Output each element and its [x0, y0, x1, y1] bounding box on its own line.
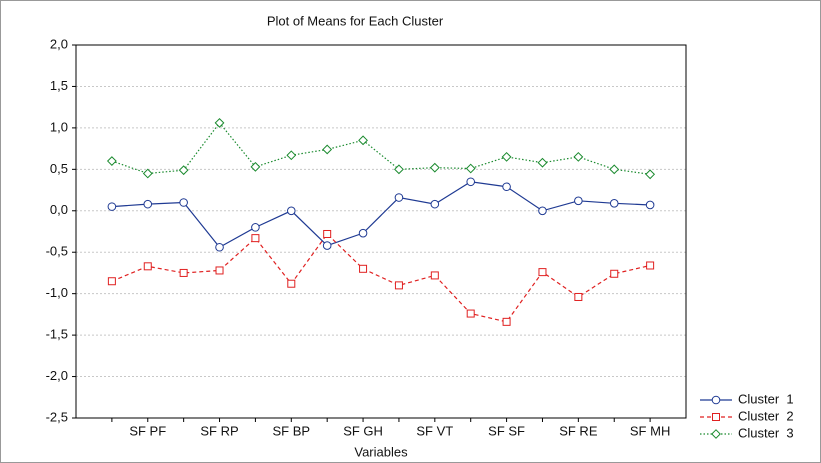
data-point	[501, 151, 512, 162]
data-point	[573, 151, 584, 162]
x-tick-label: SF VT	[416, 423, 453, 438]
y-tick-label: -2,5	[46, 409, 68, 424]
data-point	[394, 193, 404, 202]
data-point	[358, 228, 368, 238]
data-point	[466, 177, 476, 187]
y-tick-label: -1,5	[46, 327, 68, 342]
data-point	[358, 135, 368, 146]
y-tick-label: -2,0	[46, 368, 68, 383]
x-tick-label: SF BP	[273, 423, 311, 438]
data-point	[645, 169, 656, 180]
data-point	[322, 144, 333, 155]
data-point	[538, 206, 547, 216]
y-tick-label: 1,5	[50, 78, 68, 93]
data-point	[502, 182, 511, 192]
y-tick-label: 0,5	[50, 161, 68, 176]
x-tick-label: SF RP	[200, 423, 238, 438]
data-point	[538, 268, 547, 277]
data-point	[179, 198, 188, 207]
data-point	[250, 161, 261, 172]
data-point	[645, 200, 655, 210]
data-point	[286, 150, 297, 161]
data-point	[394, 164, 404, 175]
data-point	[574, 292, 583, 301]
data-point	[646, 261, 655, 270]
data-point	[430, 199, 440, 209]
legend-marker	[711, 395, 721, 405]
data-point	[107, 277, 116, 286]
data-point	[178, 165, 189, 176]
data-point	[610, 269, 619, 278]
data-point	[574, 196, 583, 206]
x-tick-label: SF SF	[488, 423, 525, 438]
y-tick-label: 1,0	[50, 119, 68, 134]
data-point	[107, 202, 117, 211]
data-point	[287, 279, 296, 288]
legend-marker	[711, 429, 721, 439]
x-tick-label: SF GH	[343, 423, 383, 438]
x-tick-label: SF PF	[129, 423, 166, 438]
data-point	[215, 266, 224, 275]
series-line	[111, 121, 651, 175]
y-tick-label: -0,5	[46, 244, 68, 259]
x-tick-label: SF RE	[559, 423, 598, 438]
data-point	[466, 309, 475, 318]
data-point	[143, 262, 152, 271]
data-point	[251, 223, 260, 232]
plot-area	[75, 44, 687, 419]
data-point	[323, 229, 332, 238]
data-point	[609, 164, 620, 175]
data-point	[394, 281, 403, 290]
data-point	[214, 118, 225, 128]
legend-marker	[712, 413, 720, 421]
data-point	[142, 168, 153, 179]
data-point	[465, 163, 476, 174]
data-point	[286, 206, 296, 216]
x-axis-label: Variables	[354, 444, 408, 459]
chart-title: Plot of Means for Each Cluster	[267, 13, 444, 28]
x-tick-label: SF MH	[630, 423, 670, 438]
data-point	[251, 234, 260, 243]
y-tick-label: -1,0	[46, 285, 68, 300]
data-point	[359, 264, 368, 273]
data-point	[215, 242, 224, 252]
legend-label: Cluster 2	[738, 408, 794, 423]
y-tick-label: 2,0	[50, 36, 68, 51]
series-line	[111, 233, 651, 323]
data-point	[502, 317, 511, 326]
legend-label: Cluster 1	[738, 391, 794, 406]
legend-label: Cluster 3	[738, 425, 794, 440]
data-point	[179, 268, 188, 277]
data-point	[106, 156, 117, 166]
data-point	[429, 162, 440, 173]
data-point	[609, 199, 619, 208]
data-point	[143, 199, 153, 209]
series-line	[111, 181, 651, 249]
data-point	[430, 271, 439, 280]
y-tick-label: 0,0	[50, 202, 68, 217]
data-point	[322, 241, 332, 250]
data-point	[537, 157, 548, 168]
